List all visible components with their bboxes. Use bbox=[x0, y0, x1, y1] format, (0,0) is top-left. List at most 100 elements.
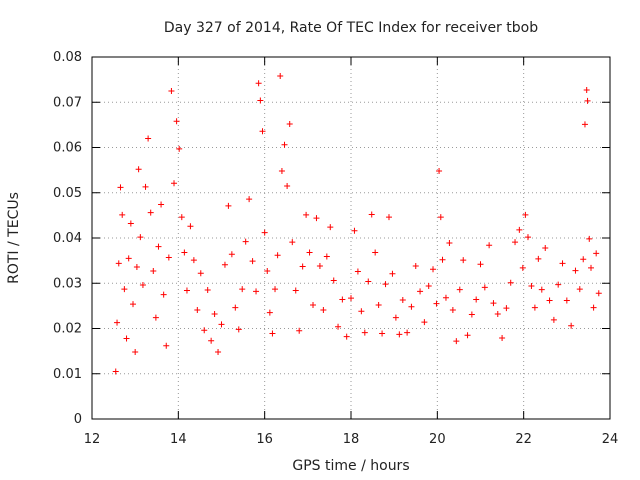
data-point-marker bbox=[194, 306, 201, 313]
data-point-marker bbox=[320, 306, 327, 313]
data-point-marker bbox=[296, 327, 303, 334]
data-point-marker bbox=[160, 291, 167, 298]
data-point-marker bbox=[114, 319, 121, 326]
data-point-marker bbox=[137, 234, 144, 241]
data-point-marker bbox=[385, 214, 392, 221]
data-point-marker bbox=[255, 80, 262, 87]
data-point-marker bbox=[187, 223, 194, 230]
data-point-marker bbox=[399, 296, 406, 303]
data-point-marker bbox=[155, 243, 162, 250]
data-point-marker bbox=[396, 331, 403, 338]
data-point-marker bbox=[150, 268, 157, 275]
data-point-marker bbox=[436, 168, 443, 175]
points-layer bbox=[112, 73, 602, 375]
data-point-marker bbox=[112, 368, 119, 375]
data-point-marker bbox=[464, 332, 471, 339]
data-point-marker bbox=[176, 145, 183, 152]
data-point-marker bbox=[266, 309, 273, 316]
data-point-marker bbox=[145, 135, 152, 142]
data-point-marker bbox=[590, 304, 597, 311]
chart-title: Day 327 of 2014, Rate Of TEC Index for r… bbox=[164, 20, 538, 36]
data-point-marker bbox=[147, 209, 154, 216]
data-point-marker bbox=[225, 202, 232, 209]
data-point-marker bbox=[519, 264, 526, 271]
data-point-marker bbox=[468, 311, 475, 318]
data-point-marker bbox=[123, 335, 130, 342]
data-point-marker bbox=[253, 288, 260, 295]
data-point-marker bbox=[228, 251, 235, 258]
data-point-marker bbox=[239, 286, 246, 293]
data-point-marker bbox=[335, 323, 342, 330]
y-tick-label: 0.03 bbox=[53, 276, 82, 291]
data-point-marker bbox=[550, 316, 557, 323]
data-point-marker bbox=[163, 342, 170, 349]
data-point-marker bbox=[348, 295, 354, 302]
data-point-marker bbox=[365, 278, 372, 285]
data-point-marker bbox=[132, 349, 139, 356]
data-point-marker bbox=[408, 303, 415, 310]
y-tick-label: 0.06 bbox=[53, 141, 82, 156]
data-point-marker bbox=[257, 97, 264, 104]
data-point-marker bbox=[442, 294, 449, 301]
data-point-marker bbox=[130, 301, 137, 308]
data-point-marker bbox=[499, 335, 506, 342]
data-point-marker bbox=[281, 141, 288, 148]
data-point-marker bbox=[392, 314, 399, 321]
data-point-marker bbox=[121, 286, 128, 293]
data-point-marker bbox=[178, 214, 185, 221]
data-point-marker bbox=[289, 239, 296, 246]
data-point-marker bbox=[201, 327, 208, 334]
data-point-marker bbox=[299, 263, 306, 270]
data-point-marker bbox=[490, 300, 497, 307]
x-tick-label: 14 bbox=[170, 432, 187, 447]
data-point-marker bbox=[580, 256, 587, 263]
y-tick-label: 0.02 bbox=[53, 322, 82, 337]
plot-frame bbox=[91, 56, 611, 420]
data-point-marker bbox=[278, 168, 285, 175]
data-point-marker bbox=[584, 97, 591, 104]
data-point-marker bbox=[473, 296, 480, 303]
data-point-marker bbox=[576, 286, 583, 293]
data-point-marker bbox=[449, 306, 456, 313]
data-point-marker bbox=[354, 268, 361, 275]
data-point-marker bbox=[125, 255, 132, 262]
data-point-marker bbox=[477, 261, 484, 268]
data-point-marker bbox=[588, 264, 595, 271]
data-point-marker bbox=[503, 305, 510, 312]
data-point-marker bbox=[417, 288, 424, 295]
data-point-marker bbox=[139, 282, 146, 289]
x-tick-label: 16 bbox=[256, 432, 273, 447]
data-point-marker bbox=[583, 87, 590, 94]
y-axis-label: ROTI / TECUs bbox=[6, 192, 22, 284]
data-point-marker bbox=[572, 267, 579, 274]
data-point-marker bbox=[197, 270, 204, 277]
data-point-marker bbox=[165, 254, 172, 261]
data-point-marker bbox=[269, 330, 276, 337]
data-point-marker bbox=[586, 235, 593, 242]
data-point-marker bbox=[437, 214, 444, 221]
data-point-marker bbox=[593, 250, 600, 257]
data-point-marker bbox=[261, 229, 268, 236]
data-point-marker bbox=[284, 182, 291, 189]
data-point-marker bbox=[171, 180, 178, 187]
data-point-marker bbox=[208, 337, 215, 344]
data-point-marker bbox=[249, 258, 256, 265]
data-point-marker bbox=[204, 287, 211, 294]
data-point-marker bbox=[339, 296, 346, 303]
data-point-marker bbox=[512, 239, 519, 246]
data-point-marker bbox=[211, 311, 218, 318]
data-point-marker bbox=[531, 304, 538, 311]
data-point-marker bbox=[404, 329, 411, 336]
data-point-marker bbox=[286, 120, 293, 127]
data-point-marker bbox=[152, 314, 159, 321]
data-point-marker bbox=[115, 260, 122, 267]
y-tick-label: 0.01 bbox=[53, 367, 82, 382]
data-point-marker bbox=[524, 234, 531, 241]
x-tick-label: 12 bbox=[84, 432, 101, 447]
y-tick-label: 0.04 bbox=[53, 231, 82, 246]
x-axis-label: GPS time / hours bbox=[292, 458, 409, 474]
data-point-marker bbox=[168, 87, 175, 94]
data-point-marker bbox=[595, 290, 602, 297]
data-point-marker bbox=[453, 338, 460, 345]
data-point-marker bbox=[546, 297, 553, 304]
